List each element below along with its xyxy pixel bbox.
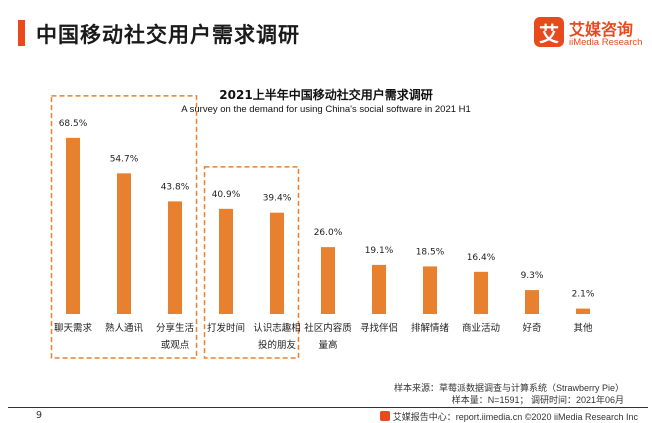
logo-name: 艾媒咨询	[569, 20, 634, 39]
value-label-4: 40.9%	[212, 190, 241, 200]
bar-2	[117, 173, 131, 314]
category-label-5-line2: 投的朋友	[258, 339, 297, 351]
value-label-5: 39.4%	[263, 194, 292, 204]
value-label-2: 54.7%	[110, 154, 139, 164]
value-label-10: 9.3%	[521, 271, 544, 281]
category-label-6: 社区内容质	[304, 322, 352, 334]
category-label-4: 打发时间	[207, 322, 245, 334]
category-label-11: 其他	[573, 322, 593, 334]
highlight-box-2	[203, 166, 300, 359]
category-label-2: 熟人通讯	[105, 322, 144, 334]
category-label-3-line2: 或观点	[161, 339, 190, 351]
page-number: 9	[36, 410, 43, 421]
sample-size-note: 样本量：N=1591； 调研时间：2021年06月	[451, 395, 624, 405]
category-label-7: 寻找伴侣	[360, 322, 398, 334]
bar-11	[576, 308, 590, 314]
category-label-5: 认识志趣相	[253, 322, 301, 334]
chart-title: 2021上半年中国移动社交用户需求调研	[219, 88, 433, 102]
footer-divider	[8, 407, 648, 408]
bar-7	[372, 264, 386, 314]
bar-1	[66, 137, 80, 314]
bar-4	[219, 208, 233, 314]
chart-subtitle: A survey on the demand for using China's…	[181, 104, 471, 115]
logo-mark-icon: 艾	[534, 17, 564, 47]
highlight-box-1	[50, 95, 198, 359]
bar-10	[525, 290, 539, 314]
bar-9	[474, 271, 488, 314]
bar-6	[321, 247, 335, 314]
bar-5	[270, 212, 284, 314]
logo-subtitle: iiMedia Research	[569, 37, 643, 48]
value-label-8: 18.5%	[416, 247, 445, 257]
footer-logo-icon	[379, 411, 390, 421]
category-label-8: 排解情绪	[411, 322, 450, 334]
value-label-1: 68.5%	[59, 119, 88, 129]
category-label-9: 商业活动	[462, 322, 500, 334]
brand-logo: 艾 艾媒咨询 iiMedia Research	[534, 14, 644, 54]
bar-3	[168, 201, 182, 314]
category-label-1: 聊天需求	[54, 322, 93, 334]
value-label-6: 26.0%	[314, 228, 343, 238]
bar-8	[423, 266, 437, 314]
footer-credit: 艾媒报告中心：report.iimedia.cn ©2020 iiMedia R…	[379, 410, 638, 423]
sample-source-note: 样本来源：草莓派数据调查与计算系统（Strawberry Pie）	[393, 383, 624, 393]
category-label-6-line2: 量高	[318, 339, 337, 351]
page-title: 中国移动社交用户需求调研	[36, 23, 300, 47]
category-label-10: 好奇	[522, 322, 542, 334]
footer-credit-text: 艾媒报告中心：report.iimedia.cn ©2020 iiMedia R…	[392, 412, 638, 422]
value-label-9: 16.4%	[467, 253, 496, 263]
value-label-7: 19.1%	[365, 246, 394, 256]
value-label-11: 2.1%	[572, 290, 595, 300]
title-accent-bar	[18, 20, 25, 46]
value-label-3: 43.8%	[161, 182, 190, 192]
category-label-3: 分享生活	[156, 322, 195, 334]
